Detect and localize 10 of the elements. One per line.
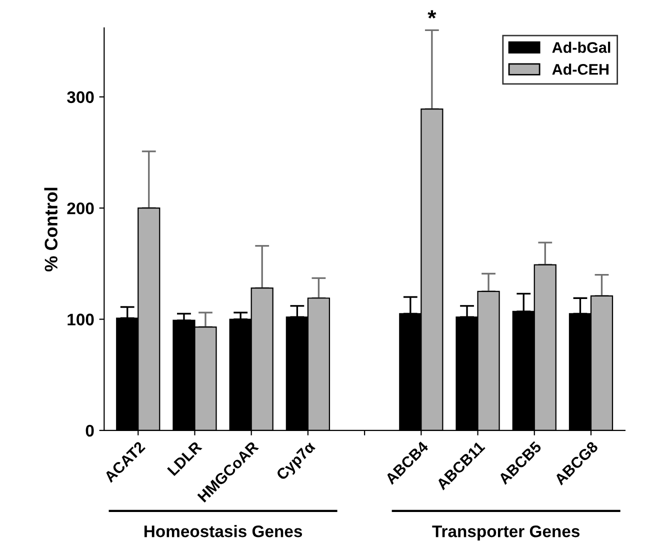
legend-label: Ad-CEH — [552, 64, 608, 75]
y-axis-title: % Control — [44, 188, 58, 272]
text: Transporter Genes — [432, 525, 580, 541]
y-tick-label: 100 — [68, 314, 94, 326]
y-tick-label: 300 — [67, 91, 94, 104]
y-tick-label: 0 — [86, 424, 94, 437]
annotation: * — [428, 10, 436, 19]
y-tick-label: 200 — [67, 202, 94, 214]
legend-label: Ad-bGal — [552, 42, 610, 53]
text: Homeostasis Genes — [144, 525, 302, 538]
